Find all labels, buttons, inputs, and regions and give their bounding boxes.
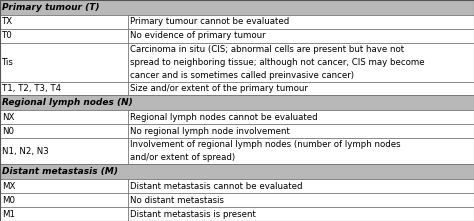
- Text: Size and/or extent of the primary tumour: Size and/or extent of the primary tumour: [130, 84, 308, 93]
- Bar: [128, 124, 474, 138]
- Bar: [0, 207, 128, 221]
- Text: and/or extent of spread): and/or extent of spread): [130, 153, 235, 162]
- Text: T1, T2, T3, T4: T1, T2, T3, T4: [2, 84, 61, 93]
- Bar: [0, 179, 128, 193]
- Bar: [128, 82, 474, 95]
- Bar: [0, 95, 474, 110]
- Text: TX: TX: [2, 17, 13, 27]
- Text: Regional lymph nodes (N): Regional lymph nodes (N): [2, 99, 133, 107]
- Bar: [0, 82, 128, 95]
- Text: Primary tumour cannot be evaluated: Primary tumour cannot be evaluated: [130, 17, 289, 27]
- Text: Distant metastasis cannot be evaluated: Distant metastasis cannot be evaluated: [130, 182, 302, 191]
- Text: cancer and is sometimes called preinvasive cancer): cancer and is sometimes called preinvasi…: [130, 70, 354, 80]
- Text: Distant metastasis (M): Distant metastasis (M): [2, 167, 118, 176]
- Bar: [0, 15, 128, 29]
- Text: Distant metastasis is present: Distant metastasis is present: [130, 210, 256, 219]
- Bar: [128, 207, 474, 221]
- Text: M1: M1: [2, 210, 15, 219]
- Bar: [0, 110, 128, 124]
- Bar: [0, 0, 474, 15]
- Bar: [0, 43, 128, 82]
- Text: NX: NX: [2, 113, 14, 122]
- Bar: [128, 29, 474, 43]
- Text: T0: T0: [2, 31, 13, 40]
- Bar: [128, 179, 474, 193]
- Text: No regional lymph node involvement: No regional lymph node involvement: [130, 127, 290, 136]
- Text: Primary tumour (T): Primary tumour (T): [2, 3, 100, 12]
- Text: No distant metastasis: No distant metastasis: [130, 196, 224, 205]
- Text: M0: M0: [2, 196, 15, 205]
- Text: Involvement of regional lymph nodes (number of lymph nodes: Involvement of regional lymph nodes (num…: [130, 140, 401, 149]
- Bar: [0, 124, 128, 138]
- Text: Tis: Tis: [2, 58, 14, 67]
- Bar: [0, 138, 128, 164]
- Bar: [0, 164, 474, 179]
- Text: No evidence of primary tumour: No evidence of primary tumour: [130, 31, 265, 40]
- Text: N0: N0: [2, 127, 14, 136]
- Bar: [128, 43, 474, 82]
- Bar: [128, 138, 474, 164]
- Text: MX: MX: [2, 182, 15, 191]
- Bar: [128, 193, 474, 207]
- Bar: [128, 110, 474, 124]
- Bar: [0, 29, 128, 43]
- Text: Regional lymph nodes cannot be evaluated: Regional lymph nodes cannot be evaluated: [130, 113, 318, 122]
- Text: spread to neighboring tissue; although not cancer, CIS may become: spread to neighboring tissue; although n…: [130, 58, 425, 67]
- Text: Carcinoma in situ (CIS; abnormal cells are present but have not: Carcinoma in situ (CIS; abnormal cells a…: [130, 45, 404, 54]
- Bar: [0, 193, 128, 207]
- Bar: [128, 15, 474, 29]
- Text: N1, N2, N3: N1, N2, N3: [2, 147, 49, 156]
